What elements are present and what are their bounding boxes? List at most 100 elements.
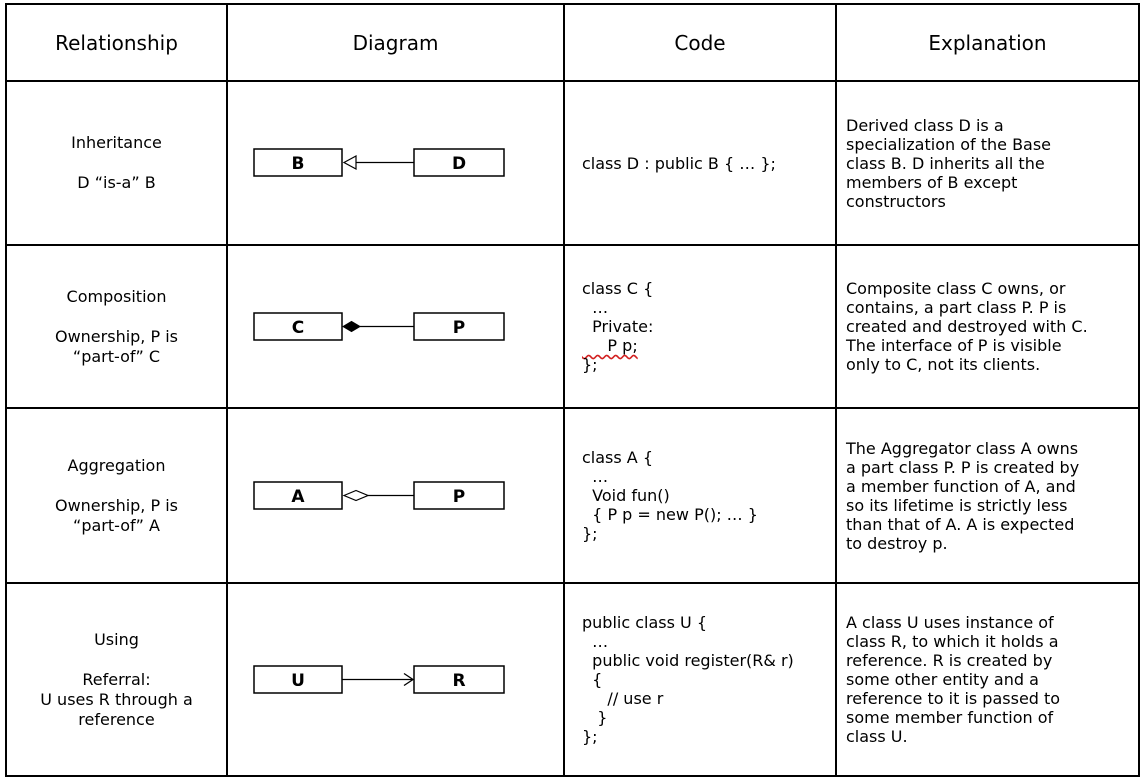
relationship-table: Relationship Diagram Code Explanation In…	[5, 3, 1140, 777]
explanation-line: specialization of the Base	[846, 134, 1052, 154]
explanation-line: contains, a part class P. P is	[846, 298, 1067, 317]
filled-diamond-icon	[342, 320, 361, 332]
code-line: …	[582, 632, 609, 651]
explanation-line: class U.	[846, 727, 908, 746]
relationship-detail-line: D “is-a” B	[77, 173, 156, 192]
explanation-line: Derived class D is a	[846, 115, 1004, 135]
class-box-right-label: P	[453, 487, 465, 507]
explanation-line: The interface of P is visible	[846, 336, 1062, 355]
explanation-line: some member function of	[846, 708, 1054, 727]
inheritance-diagram: B D	[253, 148, 505, 177]
code-line: …	[582, 467, 609, 486]
header-row: Relationship Diagram Code Explanation	[5, 3, 1140, 82]
relationship-cell: Composition Ownership, P is “part-of” C	[5, 244, 228, 409]
class-box-right	[413, 311, 505, 341]
explanation-line: reference. R is created by	[846, 651, 1053, 670]
code-line: class D : public B { … };	[582, 153, 776, 173]
composition-diagram: C P	[253, 311, 505, 341]
header-code: Code	[563, 3, 837, 82]
class-box-right	[413, 148, 505, 177]
relationship-detail-line: U uses R through a	[40, 689, 193, 709]
relationship-name: Aggregation	[67, 455, 166, 475]
table-row-aggregation: Aggregation Ownership, P is “part-of” A …	[5, 407, 1140, 584]
code-cell: class C { … Private: P p; };	[563, 244, 837, 409]
code-line: };	[582, 355, 598, 374]
explanation-line: constructors	[846, 191, 946, 211]
explanation-line: class B. D inherits all the	[846, 153, 1045, 173]
class-box-right-label: R	[452, 671, 465, 691]
explanation-line: The Aggregator class A owns	[846, 438, 1079, 458]
explanation-line: a part class P. P is created by	[846, 457, 1080, 477]
code-cell: public class U { … public void register(…	[563, 582, 837, 777]
explanation-line: reference to it is passed to	[846, 689, 1061, 708]
class-box-right	[413, 480, 505, 510]
explanation-line: so its lifetime is strictly less	[846, 495, 1068, 515]
relationship-name: Inheritance	[71, 133, 162, 152]
class-box-left-label: C	[292, 318, 304, 338]
explanation-line: than that of A. A is expected	[846, 514, 1075, 534]
aggregation-diagram: A P	[253, 480, 505, 510]
code-line: public class U {	[582, 613, 708, 632]
relationship-name: Composition	[66, 286, 167, 306]
explanation-line: a member function of A, and	[846, 476, 1076, 496]
table-row-using: Using Referral: U uses R through a refer…	[5, 582, 1140, 777]
class-box-left-label: U	[291, 671, 305, 691]
relationship-detail-line: “part-of” C	[72, 346, 161, 366]
explanation-cell: Composite class C owns, or contains, a p…	[835, 244, 1140, 409]
code-line: Void fun()	[582, 486, 670, 505]
class-box-left	[253, 480, 343, 510]
relationship-cell: Aggregation Ownership, P is “part-of” A	[5, 407, 228, 584]
explanation-line: created and destroyed with C.	[846, 317, 1088, 336]
explanation-cell: A class U uses instance of class R, to w…	[835, 582, 1140, 777]
diagram-cell: U R	[226, 582, 565, 777]
code-line: class A {	[582, 448, 654, 467]
header-diagram: Diagram	[226, 3, 565, 82]
relationship-detail-line: Referral:	[82, 669, 151, 689]
using-diagram: U R	[253, 664, 505, 694]
code-line: Private:	[582, 317, 654, 336]
code-line: { P p = new P(); … }	[582, 505, 758, 524]
explanation-line: some other entity and a	[846, 670, 1039, 689]
explanation-line: only to C, not its clients.	[846, 355, 1041, 374]
diagram-cell: A P	[226, 407, 565, 584]
code-line: }	[582, 708, 608, 727]
class-box-left	[253, 311, 343, 341]
relationship-cell: Inheritance D “is-a” B	[5, 80, 228, 246]
class-box-left	[253, 148, 343, 177]
code-line: // use r	[582, 689, 664, 708]
explanation-line: class R, to which it holds a	[846, 632, 1059, 651]
diagram-cell: B D	[226, 80, 565, 246]
code-cell: class D : public B { … };	[563, 80, 837, 246]
diagram-cell: C P	[226, 244, 565, 409]
code-cell: class A { … Void fun() { P p = new P(); …	[563, 407, 837, 584]
explanation-line: to destroy p.	[846, 533, 948, 553]
relationship-cell: Using Referral: U uses R through a refer…	[5, 582, 228, 777]
hollow-triangle-arrow-icon	[342, 154, 357, 171]
relationship-detail-line: “part-of” A	[73, 515, 160, 535]
header-relationship: Relationship	[5, 3, 228, 82]
code-line: …	[582, 298, 609, 317]
hollow-diamond-icon	[342, 489, 370, 501]
code-line: public void register(R& r)	[582, 651, 794, 670]
class-box-right-label: D	[452, 154, 466, 174]
code-line: };	[582, 524, 598, 543]
table-row-composition: Composition Ownership, P is “part-of” C …	[5, 244, 1140, 409]
class-box-left-label: B	[292, 154, 305, 174]
explanation-line: Composite class C owns, or	[846, 279, 1066, 298]
header-explanation: Explanation	[835, 3, 1140, 82]
table-row-inheritance: Inheritance D “is-a” B B D class D : pub…	[5, 80, 1140, 246]
relationship-detail-line: Ownership, P is	[54, 326, 178, 346]
code-line: P p;	[582, 336, 638, 355]
code-line: {	[582, 670, 603, 689]
code-line: class C {	[582, 279, 654, 298]
open-arrow-icon	[403, 672, 415, 686]
relationship-detail-line: Ownership, P is	[54, 495, 178, 515]
relationship-name: Using	[94, 629, 139, 649]
class-box-right-label: P	[453, 318, 465, 338]
explanation-line: A class U uses instance of	[846, 613, 1054, 632]
code-line: };	[582, 727, 598, 746]
explanation-cell: Derived class D is a specialization of t…	[835, 80, 1140, 246]
class-box-left-label: A	[291, 487, 305, 507]
explanation-line: members of B except	[846, 172, 1018, 192]
explanation-cell: The Aggregator class A owns a part class…	[835, 407, 1140, 584]
